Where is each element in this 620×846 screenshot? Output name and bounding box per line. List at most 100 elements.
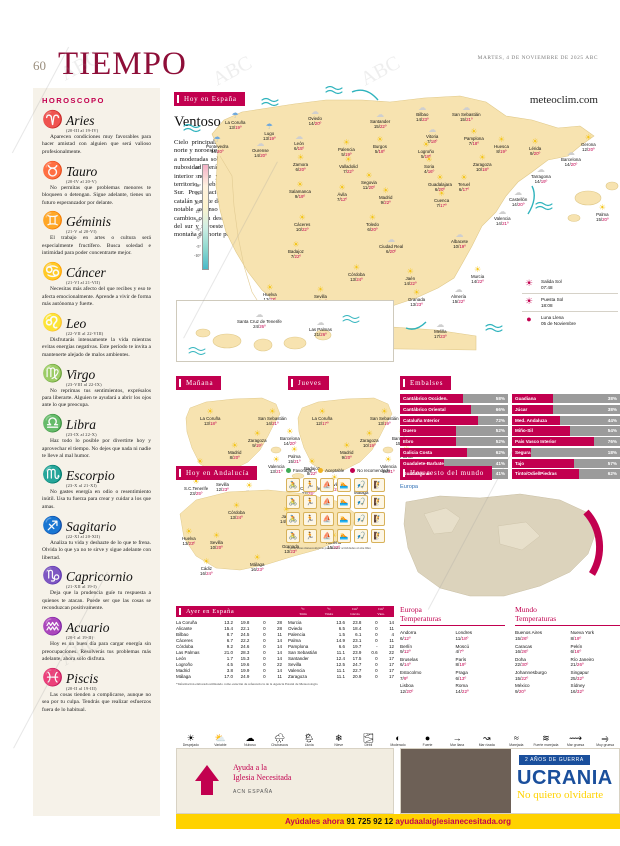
city-temperature: 10/22º xyxy=(295,227,309,232)
zodiac-glyph-icon: ♊ xyxy=(42,211,64,231)
ad-cta-strip[interactable]: Ayúdales ahora 91 725 92 12 ayudaalaigle… xyxy=(176,814,620,829)
city-name: Valencia xyxy=(380,464,397,469)
today-spain-tag: Hoy en España xyxy=(174,92,245,106)
today-andalusia-tag: Hoy en Andalucía xyxy=(176,466,258,480)
horoscope-sign-leo: ♌ Leo (22-VII al 22-VIII) Disfrutarás inten… xyxy=(42,314,151,359)
map-city-marker: ☀ Lérida 9/20º xyxy=(529,137,541,157)
city-name: San Sebastián xyxy=(452,112,481,117)
ad-left-brand: ACN ESPAÑA xyxy=(233,789,273,795)
city-name: Granada xyxy=(408,297,426,302)
city-name: La Coruña xyxy=(200,416,221,421)
yesterday-tmin: 11.1 xyxy=(336,667,346,673)
map-city-marker: ☀ Córdoba 13/24º xyxy=(348,264,365,283)
reservoir-name: Cantábrico Oriental xyxy=(403,406,446,412)
map-city-marker: ☀ Murcia 14/22º xyxy=(471,265,484,285)
city-temperature: 14/23º xyxy=(416,117,429,122)
beach-activity-cell: 🧗 xyxy=(371,512,385,526)
zodiac-glyph-icon: ♎ xyxy=(42,414,64,434)
yesterday-tmin: 15.4 xyxy=(224,625,234,631)
yesterday-column-header: l/m² Lluvia xyxy=(350,607,360,616)
beach-activity-cell: 🏃 xyxy=(303,529,317,543)
reservoir-name: Guadalquivir xyxy=(403,471,432,477)
beach-activity-cell: 🧗 xyxy=(371,478,385,492)
horoscope-sign-text: Hoy es un buen día para cargar energía s… xyxy=(42,641,151,662)
map-city-marker: ☀ Ávila 7/12º xyxy=(337,184,347,203)
reservoir-name: Tajo xyxy=(515,460,525,466)
yesterday-tmin: 11.1 xyxy=(336,673,346,679)
sunmoon-text: Salida Sol 07:48 xyxy=(541,279,562,290)
yesterday-column-headers: °C Tmín °C Tmáx l/m² Lluvia l/m² Vien. xyxy=(290,606,394,617)
city-temperature: 9/19º xyxy=(294,194,306,199)
reservoir-fill xyxy=(512,404,554,414)
city-temperature: 13/19º xyxy=(263,136,276,141)
beach-activity-row: 🚴 🏃 ⛵ 🏊 🎣 🧗 xyxy=(286,529,394,543)
reservoir-name: Cantábrico Occiden. xyxy=(403,396,448,401)
map-city-marker: ☀ Burgos 5/18º xyxy=(373,136,387,155)
legend-glyph-icon: ↝ xyxy=(482,733,491,743)
yesterday-tmax: 19.8 xyxy=(240,619,250,625)
reservoir-fill xyxy=(512,447,532,458)
yesterday-tmax: 24.9 xyxy=(240,673,250,679)
weather-icon: ☁ xyxy=(514,188,523,197)
city-temperature: 13/23º xyxy=(410,302,423,307)
yesterday-city: Zaragoza xyxy=(288,673,308,679)
legend-weather-icon: ≈ Marejada xyxy=(502,733,532,747)
scale-tick: 5° xyxy=(197,226,201,232)
city-temperature: 10/19º xyxy=(453,244,466,249)
world-region-link[interactable]: Europa xyxy=(400,484,419,490)
forecast-map-shape-thursday xyxy=(291,397,394,479)
horoscope-sign-dates: (21-XII al 19-I) xyxy=(66,584,97,590)
weather-icon: ☀ xyxy=(531,137,539,146)
city-name: Gerona xyxy=(581,142,596,147)
city-temperature: 5/18º xyxy=(374,149,386,154)
map-city-marker: ☁ Santa Cruz de Tenerife 24/26º xyxy=(237,311,282,330)
yesterday-wind: 22 xyxy=(276,661,282,667)
reservoir-bar: Segura 18% xyxy=(512,447,620,458)
map-city-marker: ☀ Zaragoza 9/19º xyxy=(248,430,267,449)
temp-city-value: 25/32º xyxy=(570,675,584,681)
acn-logo-icon xyxy=(195,765,219,795)
weather-icon: ☀ xyxy=(474,265,482,274)
weather-icon: ☀ xyxy=(212,531,221,540)
temperature-entry: Roma 14/22º xyxy=(456,683,506,694)
map-city-marker: ☀ San Sebastián 13/19º xyxy=(370,408,399,427)
world-title-line1: Mundo xyxy=(515,605,537,614)
weather-icon: ☁ xyxy=(436,320,445,329)
reservoir-percent: 52% xyxy=(495,428,505,434)
yesterday-wind: 17 xyxy=(388,667,394,673)
temperature-entry: Nueva York 8/19º xyxy=(571,630,620,641)
city-name: Badajoz xyxy=(288,249,304,254)
horoscope-sign-name: Géminis xyxy=(66,214,111,230)
weather-icon: ☀ xyxy=(497,135,506,144)
ad-ucrania[interactable]: 2 AÑOS DE GUERRA UCRANIA No quiero olvid… xyxy=(400,748,620,814)
legend-weather-icon: → Mar llana xyxy=(442,733,472,747)
legend-weather-icon: ☀ Despejado xyxy=(176,733,206,747)
city-temperature: 7/18º xyxy=(427,139,438,144)
yesterday-city: Sevilla xyxy=(288,661,302,667)
table-row: Las Palmas 21.0 28.3 0 14 xyxy=(176,649,282,655)
weather-icon: ☁ xyxy=(428,125,437,134)
city-name: Almería xyxy=(451,294,467,299)
main-weather-map: meteoclim.com xyxy=(176,86,620,368)
legend-glyph-icon: ⥤ xyxy=(601,733,609,743)
horoscope-sign-aries: ♈ Aries (20-III al 19-IV) Aparecen condicio… xyxy=(42,111,151,156)
temperature-entry: México 9/20º xyxy=(515,683,565,694)
map-city-marker: ☀ Barcelona 14/20º xyxy=(280,428,300,447)
city-name: San Sebastián xyxy=(258,416,287,421)
city-temperature: 10/19º xyxy=(362,443,376,448)
temp-city-value: 22/30º xyxy=(515,662,529,668)
temp-city-value: 15/26º xyxy=(515,635,529,641)
yesterday-tag: Ayer en España xyxy=(186,608,235,615)
legend-text: Muy gruesa xyxy=(596,743,614,747)
legend-weather-icon: ❄ Nieve xyxy=(324,733,354,747)
temperature-entry: Londres 11/18º xyxy=(456,630,506,641)
map-city-marker: ☀ Gerona 12/20º xyxy=(581,134,596,153)
city-temperature: 14/20º xyxy=(564,162,578,167)
reservoir-fill xyxy=(400,447,467,458)
legend-text: Despejado xyxy=(182,743,199,747)
ad-acn-espana[interactable]: Ayuda a la Iglesia Necesitada ACN ESPAÑA xyxy=(176,748,394,814)
temperature-scale: 40° 35° 30° 25° 20° 15° 10° 5° 0° -5° -10° xyxy=(182,164,212,270)
beach-activity-cell: 🚴 xyxy=(286,478,300,492)
legend-text: Débil xyxy=(364,743,373,747)
city-temperature: 15/21º xyxy=(288,459,301,464)
